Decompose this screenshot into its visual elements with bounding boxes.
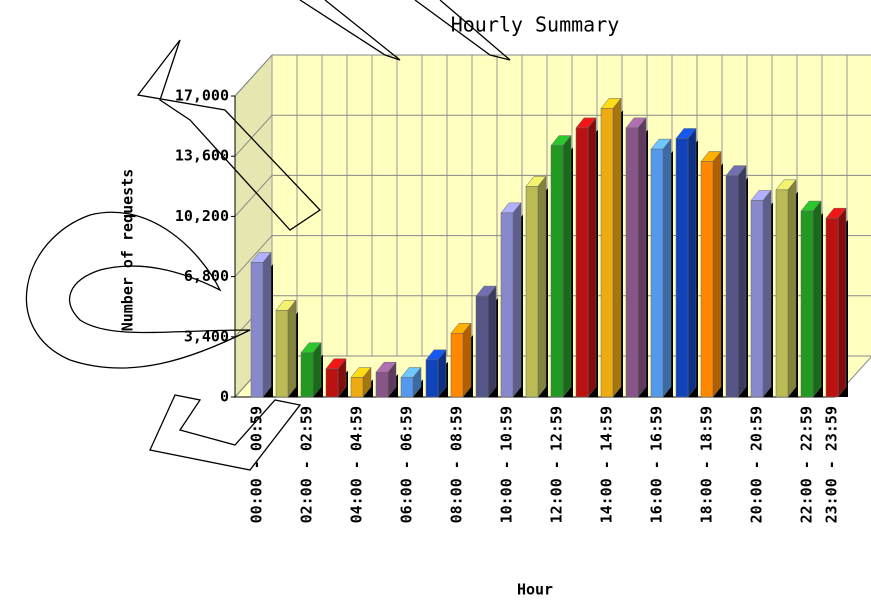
scribble: [300, 0, 400, 60]
bar: [751, 200, 763, 397]
x-tick-label: 14:00 - 14:59: [598, 406, 616, 523]
bar-side: [538, 176, 546, 397]
bar: [776, 190, 788, 397]
bar: [701, 162, 713, 397]
chart-title: Hourly Summary: [451, 13, 620, 37]
bar-side: [463, 323, 471, 397]
bar-side: [838, 208, 846, 397]
bar-side: [688, 128, 696, 397]
bar-side: [613, 98, 621, 397]
chart: Hourly Summary Hour Number of requests 0…: [0, 0, 871, 601]
bar: [601, 108, 613, 397]
bar: [326, 369, 338, 397]
x-axis-title: Hour: [517, 581, 553, 599]
bar-side: [663, 139, 671, 397]
bar: [476, 296, 488, 397]
y-tick-label: 10,200: [175, 207, 229, 225]
x-tick-label: 00:00 - 00:59: [248, 406, 266, 523]
bar: [351, 378, 363, 397]
bar: [276, 310, 288, 397]
x-tick-label: 08:00 - 08:59: [448, 406, 466, 523]
x-tick-label: 23:00 - 23:59: [823, 406, 841, 523]
bar-side: [488, 286, 496, 397]
bar-side: [313, 343, 321, 397]
y-tick-label: 17,000: [175, 87, 229, 105]
y-tick-label: 0: [220, 388, 229, 406]
bar: [676, 138, 688, 397]
x-tick-label: 10:00 - 10:59: [498, 406, 516, 523]
bar-side: [263, 252, 271, 397]
x-tick-label: 16:00 - 16:59: [648, 406, 666, 523]
bar-side: [713, 152, 721, 397]
bar-side: [588, 118, 596, 397]
bar: [401, 378, 413, 397]
bar: [726, 176, 738, 397]
bar: [451, 333, 463, 397]
scribble: [150, 395, 300, 470]
bar-side: [563, 136, 571, 397]
y-tick-label: 3,400: [184, 327, 229, 345]
bar: [526, 186, 538, 397]
y-tick-label: 13,600: [175, 147, 229, 165]
x-tick-label: 06:00 - 06:59: [398, 406, 416, 523]
bar: [376, 372, 388, 397]
bar: [576, 128, 588, 397]
x-tick-label: 12:00 - 12:59: [548, 406, 566, 523]
bar: [501, 213, 513, 397]
y-axis-title: Number of requests: [119, 169, 137, 332]
x-tick-label: 18:00 - 18:59: [698, 406, 716, 523]
x-tick-label: 02:00 - 02:59: [298, 406, 316, 523]
y-tick-label: 6,800: [184, 267, 229, 285]
bar: [426, 360, 438, 397]
bar-side: [288, 300, 296, 397]
bar: [551, 146, 563, 397]
bar-side: [513, 203, 521, 397]
bar-side: [738, 166, 746, 397]
bar: [801, 211, 813, 397]
bar-side: [788, 180, 796, 397]
x-tick-label: 20:00 - 20:59: [748, 406, 766, 523]
bar: [626, 128, 638, 397]
bar: [651, 149, 663, 397]
bar: [251, 262, 263, 397]
x-tick-label: 04:00 - 04:59: [348, 406, 366, 523]
bar: [826, 218, 838, 397]
bar-side: [813, 201, 821, 397]
x-tick-label: 22:00 - 22:59: [798, 406, 816, 523]
bar: [301, 353, 313, 397]
bar-side: [763, 190, 771, 397]
bar-side: [638, 118, 646, 397]
